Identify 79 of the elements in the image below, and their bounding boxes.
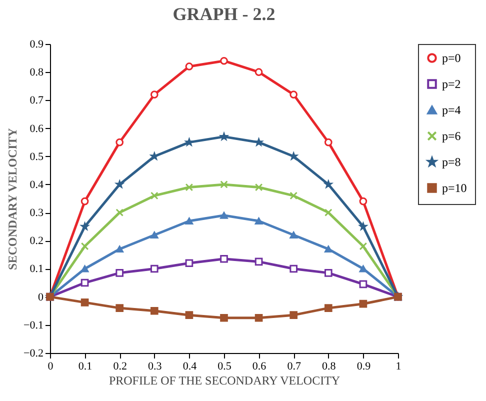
x-tick-label: 0.2 [113, 360, 127, 372]
point [185, 183, 194, 192]
y-tick-label: 0.4 [30, 178, 44, 191]
x-tick-label: 0.4 [182, 360, 198, 372]
x-tick-label: 1 [396, 360, 402, 372]
legend-label: p=4 [442, 103, 461, 117]
point [80, 197, 89, 206]
point [290, 90, 298, 98]
point [254, 68, 263, 76]
point [185, 311, 194, 319]
y-tick-label: 0.6 [30, 122, 44, 135]
point [80, 278, 89, 287]
point [220, 180, 228, 188]
x-tick-label: 0.7 [287, 360, 302, 372]
y-tick-label: 0.8 [30, 66, 44, 79]
point [116, 208, 124, 216]
point [220, 212, 228, 219]
point [150, 232, 158, 239]
x-tick-label: 0.6 [252, 360, 267, 372]
point [290, 232, 298, 239]
point [80, 265, 89, 272]
point [359, 242, 368, 250]
point [220, 314, 228, 322]
legend-label: p=2 [442, 77, 461, 91]
point [116, 304, 124, 312]
point [324, 269, 332, 277]
y-tick-label: −0.1 [24, 319, 44, 332]
point [80, 242, 89, 250]
point [290, 264, 298, 273]
point [254, 217, 263, 224]
point [116, 269, 124, 277]
point [220, 56, 228, 65]
legend-label: p=10 [442, 181, 467, 195]
point [150, 264, 158, 273]
legend-label: p=8 [442, 155, 461, 169]
point [324, 304, 332, 312]
point [254, 314, 263, 322]
y-tick-label: 0.9 [30, 38, 44, 50]
x-tick-label: 0.9 [356, 360, 372, 372]
point [324, 208, 332, 216]
point [150, 90, 158, 98]
point [116, 138, 124, 146]
point [254, 258, 263, 266]
point [324, 246, 332, 253]
point [185, 138, 193, 146]
y-tick-label: 0.7 [30, 94, 44, 107]
point [290, 192, 298, 200]
point [185, 217, 194, 224]
y-tick-label: 0 [38, 291, 44, 304]
point [185, 62, 194, 70]
x-tick-label: 0.8 [322, 360, 336, 372]
y-tick-label: 0.5 [30, 150, 44, 163]
y-axis-title: SECONDARY VELOCITY [6, 128, 20, 270]
point [359, 280, 368, 288]
x-tick-label: 0.3 [148, 360, 162, 372]
point [359, 265, 368, 272]
point [150, 306, 158, 315]
chart-title: GRAPH - 2.2 [172, 4, 276, 24]
point [80, 298, 89, 306]
x-axis-title: PROFILE OF THE SECONDARY VELOCITY [108, 374, 340, 388]
point [290, 311, 298, 319]
y-tick-label: 0.1 [30, 263, 44, 276]
point [254, 183, 263, 192]
point [220, 254, 228, 263]
legend-label: p=6 [442, 129, 461, 143]
y-tick-label: −0.2 [24, 348, 44, 360]
point [185, 259, 194, 268]
point [255, 138, 263, 146]
x-tick-label: 0.1 [78, 360, 92, 372]
legend-label: p=0 [442, 51, 461, 65]
y-tick-label: 0.3 [30, 207, 44, 220]
point [116, 246, 124, 253]
point [359, 300, 368, 308]
y-tick-label: 0.2 [30, 235, 44, 248]
x-tick-label: 0.5 [218, 360, 232, 372]
x-tick-label: 0 [48, 360, 54, 372]
point [150, 192, 158, 200]
point [359, 197, 368, 206]
point [324, 138, 332, 146]
